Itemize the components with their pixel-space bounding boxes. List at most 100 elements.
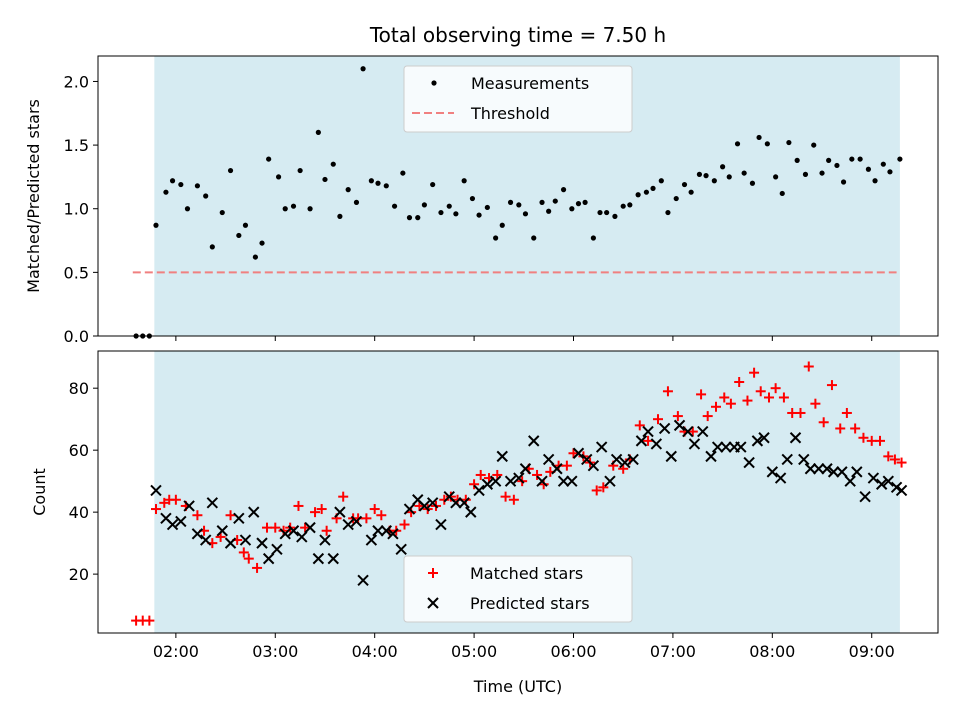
measurement-point <box>259 240 265 246</box>
predicted-star-point <box>166 518 179 531</box>
cross-b <box>248 506 260 518</box>
matched-star-point <box>538 479 549 490</box>
cross-b <box>581 453 593 466</box>
x-tick-label: 06:00 <box>550 642 596 661</box>
y-tick-label: 20 <box>69 565 89 584</box>
matched-star-point <box>278 525 289 536</box>
matched-star-point <box>568 448 579 459</box>
measurement-point <box>635 192 641 198</box>
matched-star-point <box>702 411 713 422</box>
cross-b <box>781 453 793 466</box>
x-tick-label: 07:00 <box>650 642 696 661</box>
cross-b <box>519 463 532 475</box>
predicted-star-point <box>774 472 787 484</box>
measurement-point <box>627 202 633 208</box>
predicted-star-point <box>183 500 195 512</box>
predicted-star-point <box>610 453 623 466</box>
measurement-point <box>764 141 770 147</box>
predicted-star-point <box>357 574 369 587</box>
predicted-star-point <box>342 518 354 531</box>
measurement-point <box>872 178 878 184</box>
measurement-point <box>826 157 832 163</box>
predicted-star-point <box>813 463 825 475</box>
matched-star-point <box>532 469 543 480</box>
cross-b <box>372 525 384 537</box>
predicted-star-point <box>319 534 331 546</box>
matched-star-point <box>591 485 602 496</box>
measurement-point <box>499 222 505 228</box>
matched-star-point <box>710 401 721 412</box>
matched-star-point <box>841 407 852 418</box>
matched-star-point <box>835 423 846 434</box>
predicted-star-point <box>804 463 817 475</box>
cross-b <box>542 453 555 466</box>
measurement-point <box>330 161 336 167</box>
predicted-star-point <box>650 438 663 450</box>
cross-b <box>183 500 195 512</box>
cross-b <box>619 456 631 469</box>
predicted-star-point <box>327 552 339 565</box>
measurement-point <box>360 66 366 72</box>
measurement-point <box>720 164 726 170</box>
cross-b <box>233 512 245 525</box>
matched-star-point <box>144 615 155 626</box>
cross-b <box>450 497 462 509</box>
matched-star-point <box>810 398 821 409</box>
measurement-point <box>726 174 732 180</box>
cross-b <box>365 534 378 546</box>
legend-threshold-label: Threshold <box>470 104 550 123</box>
matched-star-point <box>252 562 263 573</box>
predicted-star-point <box>191 528 204 540</box>
predicted-star-point <box>224 537 237 549</box>
cross-b <box>312 552 325 565</box>
cross-b <box>836 466 848 478</box>
measurement-point <box>484 204 490 211</box>
cross-b <box>496 450 508 463</box>
ratio-axes-frame <box>97 55 939 337</box>
cross-b <box>342 518 354 531</box>
measurement-point <box>834 162 840 169</box>
measurement-point <box>275 174 282 180</box>
predicted-star-point <box>350 515 363 528</box>
count-axes-ticks: 02:00 03:00 04:00 05:00 06:00 07:00 08:00 09:00… <box>69 379 895 661</box>
matched-star-point <box>826 380 837 391</box>
cross-b <box>443 490 455 503</box>
measurement-point <box>612 213 618 219</box>
measurement-point <box>400 170 406 176</box>
matched-star-point <box>764 392 775 403</box>
cross-b <box>705 450 717 463</box>
cross-b <box>557 475 570 487</box>
matched-star-point <box>316 504 327 515</box>
cross-b <box>465 506 477 518</box>
measurement-point <box>681 181 688 188</box>
predicted-star-point <box>711 441 724 453</box>
measurement-point <box>658 178 664 184</box>
predicted-star-point <box>572 447 585 459</box>
matched-star-point <box>778 392 789 403</box>
cross-b <box>199 534 212 546</box>
measurement-point <box>749 180 756 186</box>
measurement-point <box>469 195 476 202</box>
predicted-star-point <box>673 419 686 432</box>
cross-b <box>875 478 888 490</box>
matched-star-point <box>170 494 181 505</box>
predicted-star-point <box>418 500 431 512</box>
matched-star-point <box>338 491 349 502</box>
matched-star-point <box>475 469 486 480</box>
matched-star-point <box>150 504 161 515</box>
predicted-star-point <box>867 472 880 484</box>
predicted-star-point <box>875 478 888 490</box>
predicted-star-point <box>895 484 908 497</box>
predicted-star-point <box>851 466 863 478</box>
measurement-point <box>734 141 741 147</box>
matched-star-point <box>561 460 572 471</box>
matched-star-point <box>795 407 806 418</box>
cross-b <box>334 506 346 518</box>
cross-b <box>821 463 833 475</box>
measurement-point <box>688 189 694 195</box>
predicted-star-point <box>859 490 871 503</box>
predicted-star-point <box>642 425 654 438</box>
predicted-star-point <box>395 543 407 556</box>
predicted-star-point <box>743 456 755 469</box>
measurement-point <box>741 170 747 176</box>
